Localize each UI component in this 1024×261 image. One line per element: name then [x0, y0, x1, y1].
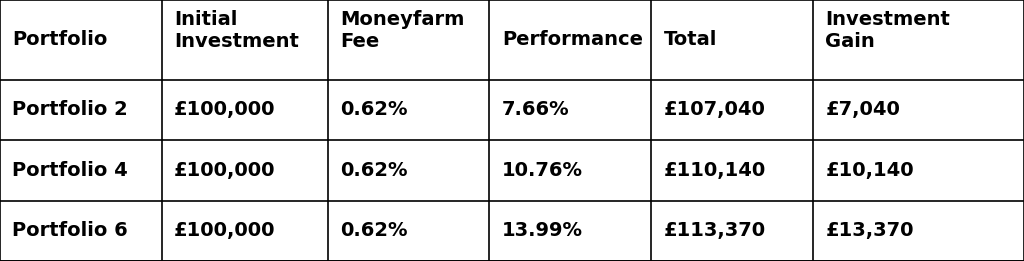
Text: £100,000: £100,000: [174, 100, 275, 119]
Text: 0.62%: 0.62%: [340, 221, 408, 240]
Text: Initial
Investment: Initial Investment: [174, 10, 299, 51]
Text: Investment
Gain: Investment Gain: [825, 10, 950, 51]
Text: Total: Total: [664, 30, 717, 49]
Text: £100,000: £100,000: [174, 161, 275, 180]
Text: £10,140: £10,140: [825, 161, 914, 180]
Text: Moneyfarm
Fee: Moneyfarm Fee: [340, 10, 464, 51]
Text: £110,140: £110,140: [664, 161, 766, 180]
Text: 0.62%: 0.62%: [340, 100, 408, 119]
Text: £7,040: £7,040: [825, 100, 900, 119]
Text: Portfolio 6: Portfolio 6: [12, 221, 128, 240]
Text: £113,370: £113,370: [664, 221, 766, 240]
Text: Portfolio 4: Portfolio 4: [12, 161, 128, 180]
Text: 7.66%: 7.66%: [502, 100, 569, 119]
Text: 10.76%: 10.76%: [502, 161, 583, 180]
Text: 13.99%: 13.99%: [502, 221, 583, 240]
Text: 0.62%: 0.62%: [340, 161, 408, 180]
Text: Performance: Performance: [502, 30, 643, 49]
Text: £13,370: £13,370: [825, 221, 913, 240]
Text: £100,000: £100,000: [174, 221, 275, 240]
Text: Portfolio 2: Portfolio 2: [12, 100, 128, 119]
Text: £107,040: £107,040: [664, 100, 765, 119]
Text: Portfolio: Portfolio: [12, 30, 108, 49]
